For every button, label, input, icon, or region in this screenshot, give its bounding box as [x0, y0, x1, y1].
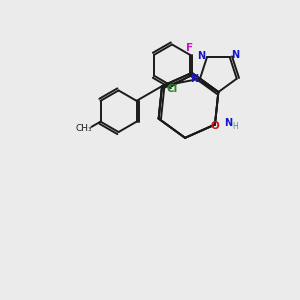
Text: N: N: [231, 50, 239, 60]
Text: F: F: [187, 44, 194, 53]
Text: N: N: [190, 74, 199, 84]
Text: N: N: [198, 51, 206, 61]
Text: N: N: [224, 118, 232, 128]
Text: CH₃: CH₃: [76, 124, 92, 133]
Text: O: O: [211, 121, 219, 131]
Text: H: H: [232, 122, 238, 131]
Text: Cl: Cl: [167, 84, 178, 94]
